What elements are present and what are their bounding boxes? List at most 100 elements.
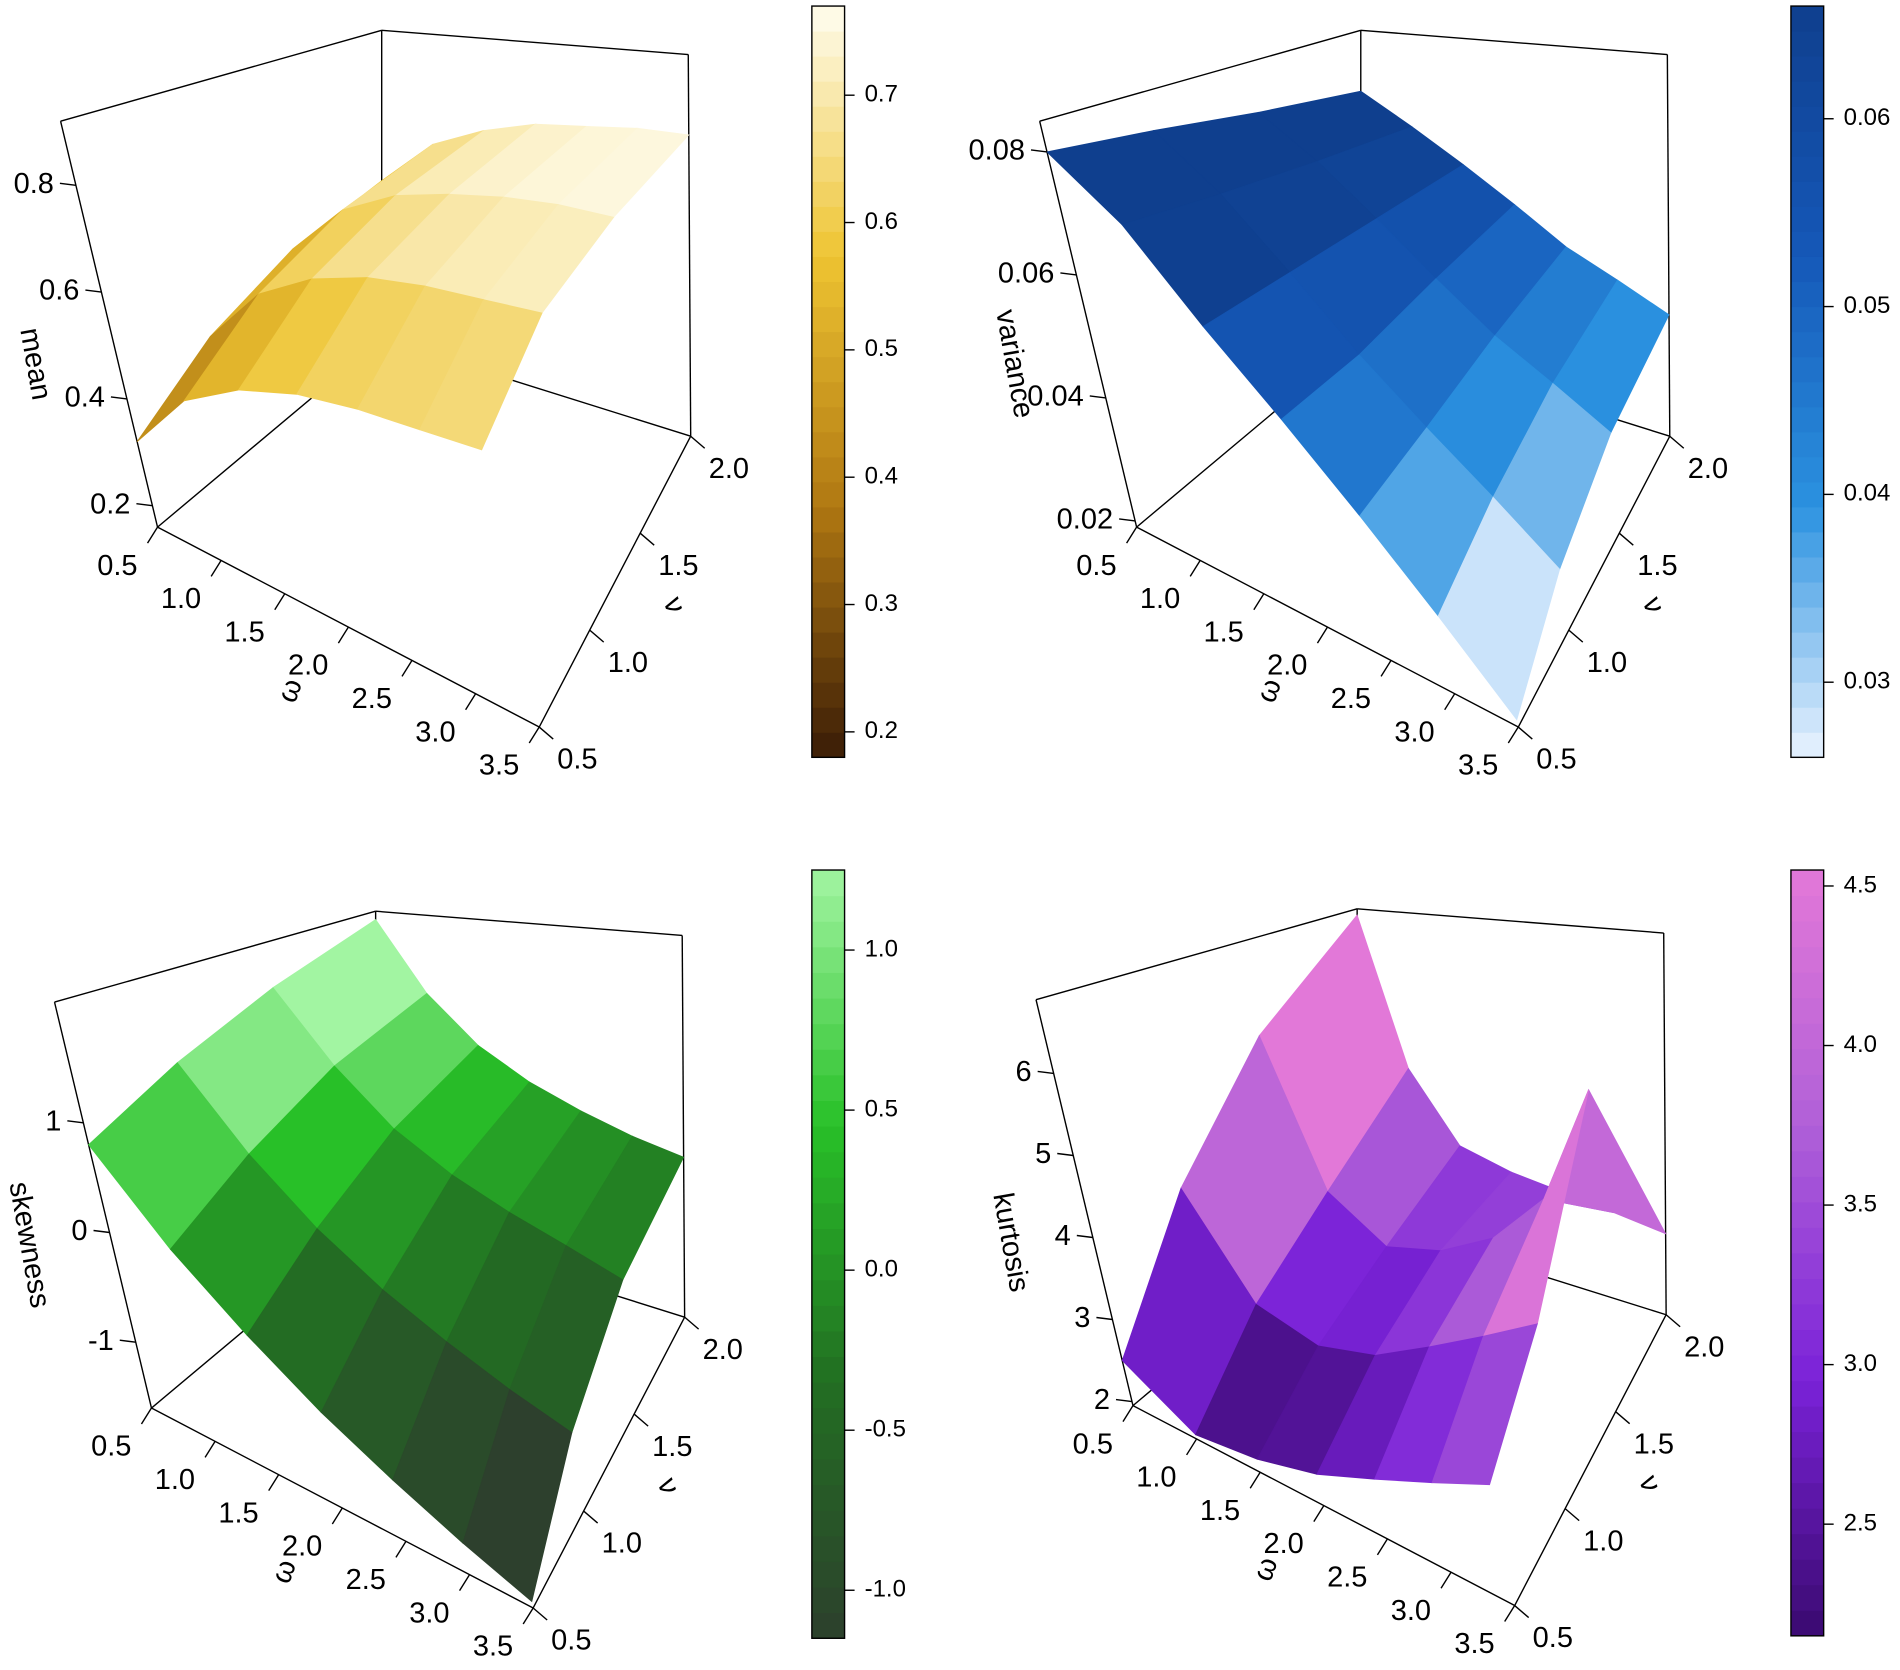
y-tick xyxy=(684,1316,700,1330)
surface-facet xyxy=(419,299,543,451)
colorbar-swatch xyxy=(1790,1048,1824,1075)
x-tick xyxy=(1316,626,1329,644)
z-tick-label: 0.6 xyxy=(39,275,79,307)
colorbar-tick-label: 0.04 xyxy=(1844,480,1891,507)
colorbar-swatch xyxy=(1790,481,1824,508)
y-tick xyxy=(583,1510,599,1524)
y-tick-label: 0.5 xyxy=(551,1625,591,1657)
box-edge xyxy=(1357,908,1664,934)
x-tick xyxy=(401,660,413,677)
y-tick xyxy=(633,1413,649,1427)
colorbar-swatch xyxy=(811,281,845,308)
colorbar-swatch xyxy=(811,1459,845,1486)
z-tick xyxy=(67,1120,84,1124)
z-tick xyxy=(1096,1316,1113,1321)
colorbar-swatch xyxy=(811,156,845,182)
y-axis-label: ν xyxy=(657,593,692,618)
colorbar-swatch xyxy=(811,1535,845,1562)
z-tick xyxy=(110,396,128,400)
x-tick xyxy=(1444,693,1456,711)
x-tick xyxy=(528,726,540,744)
colorbar-swatch xyxy=(1790,1431,1824,1458)
colorbar-swatch xyxy=(1790,356,1824,383)
z-tick-label: 0 xyxy=(71,1215,87,1247)
colorbar-swatch xyxy=(1790,256,1824,283)
box-edge xyxy=(54,910,376,1003)
colorbar-swatch xyxy=(1790,556,1824,583)
colorbar-frame xyxy=(811,5,846,759)
colorbar-swatch xyxy=(811,481,845,508)
colorbar-tick-label: 1.0 xyxy=(865,935,898,962)
box-edge xyxy=(1360,29,1668,56)
colorbar-swatch xyxy=(811,1612,845,1639)
x-tick xyxy=(210,560,222,577)
colorbar-swatch xyxy=(1790,1380,1824,1407)
z-tick xyxy=(1115,1398,1133,1403)
colorbar-swatch xyxy=(1790,1023,1824,1050)
colorbar-swatch xyxy=(1790,946,1824,973)
y-tick-label: 1.5 xyxy=(1637,550,1677,582)
y-tick xyxy=(1568,629,1584,643)
colorbar-swatch xyxy=(811,895,845,922)
x-tick-label: 2.0 xyxy=(1263,1528,1303,1560)
y-tick xyxy=(532,1607,548,1621)
colorbar-swatch xyxy=(1790,56,1824,82)
z-axis-label: skewness xyxy=(3,1179,57,1310)
z-tick-label: 0.4 xyxy=(65,382,105,414)
colorbar-swatch xyxy=(811,406,845,433)
y-tick xyxy=(1669,435,1685,449)
colorbar-swatch xyxy=(811,456,845,483)
x-tick-label: 3.5 xyxy=(479,750,519,782)
colorbar-swatch xyxy=(811,946,845,973)
y-tick-label: 1.5 xyxy=(658,550,698,582)
colorbar-swatch xyxy=(1790,657,1824,683)
colorbar-swatch xyxy=(811,206,845,232)
colorbar-swatch xyxy=(1790,181,1824,207)
colorbar-swatch xyxy=(1790,997,1824,1024)
x-tick-label: 2.5 xyxy=(1331,683,1371,715)
y-tick-label: 1.0 xyxy=(602,1528,642,1560)
surface-facet xyxy=(1431,1323,1538,1486)
y-tick xyxy=(1564,1508,1580,1522)
x-tick-label: 0.5 xyxy=(1073,1428,1113,1460)
x-tick-label: 3.0 xyxy=(415,716,455,748)
colorbar-swatch xyxy=(1790,1482,1824,1509)
y-tick xyxy=(690,435,706,449)
colorbar-swatch xyxy=(811,56,845,82)
x-tick xyxy=(1504,1605,1516,1622)
z-tick-label: 3 xyxy=(1074,1302,1090,1334)
x-tick-label: 3.5 xyxy=(1454,1628,1494,1660)
z-tick xyxy=(59,182,76,186)
x-tick xyxy=(465,693,477,711)
x-tick-label: 1.0 xyxy=(1140,583,1180,615)
colorbar-tick-label: 4.5 xyxy=(1844,871,1877,898)
colorbar-swatch xyxy=(1790,6,1824,32)
x-tick xyxy=(140,1407,153,1425)
colorbar-tick-label: 3.0 xyxy=(1844,1350,1877,1377)
colorbar-swatch xyxy=(1790,1201,1824,1228)
colorbar-swatch xyxy=(811,1433,845,1460)
colorbar-swatch xyxy=(811,531,845,558)
colorbar-swatch xyxy=(811,431,845,458)
y-tick-label: 0.5 xyxy=(1533,1622,1573,1654)
y-axis-label: ν xyxy=(1636,593,1671,618)
x-tick xyxy=(1380,660,1392,677)
colorbar-tick-label: 0.05 xyxy=(1844,292,1891,319)
z-tick xyxy=(119,1339,136,1343)
x-tick-label: 0.5 xyxy=(91,1431,131,1463)
colorbar-swatch xyxy=(811,256,845,283)
z-tick xyxy=(85,289,102,293)
x-tick xyxy=(331,1507,343,1525)
z-tick xyxy=(93,1229,110,1234)
colorbar-frame xyxy=(1790,869,1825,1637)
x-tick-label: 1.0 xyxy=(155,1464,195,1496)
x-tick xyxy=(1126,526,1138,544)
z-tick xyxy=(1037,1070,1054,1075)
colorbar-swatch xyxy=(1790,306,1824,333)
z-axis-label: kurtosis xyxy=(986,1190,1035,1294)
colorbar-swatch xyxy=(1790,1252,1824,1279)
colorbar-swatch xyxy=(811,181,845,207)
colorbar-swatch xyxy=(1790,732,1824,758)
z-tick-label: 0.8 xyxy=(14,168,54,200)
colorbar-swatch xyxy=(811,356,845,383)
